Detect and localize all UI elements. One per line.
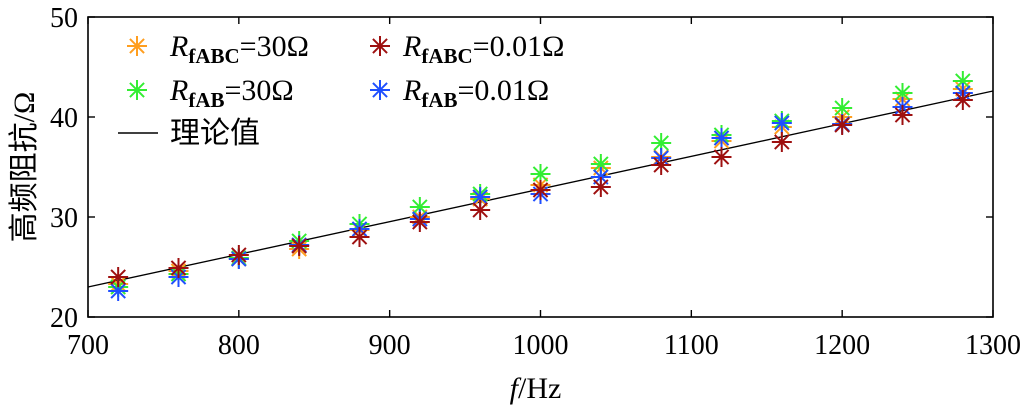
y-axis-title: 高频阻抗/Ω: [8, 92, 41, 243]
x-tick-label: 1200: [814, 330, 870, 361]
y-tick-label: 50: [50, 3, 78, 34]
x-tick-label: 700: [67, 330, 109, 361]
data-point: [168, 258, 189, 278]
data-point: [228, 245, 249, 265]
data-point: [711, 128, 732, 148]
legend-marker: [370, 36, 390, 56]
axes: 700 800 900 1000 1100 1200 1300 20 30 40 50 f/Hz 高频阻…: [8, 3, 1021, 405]
data-point: [711, 147, 732, 167]
x-tick-label: 1100: [664, 330, 719, 361]
data-point: [409, 212, 430, 232]
data-point: [108, 281, 129, 301]
data-point: [771, 113, 792, 133]
x-tick-label: 1000: [513, 330, 569, 361]
x-axis-title: f/Hz: [510, 372, 562, 405]
data-point: [349, 227, 370, 247]
data-point: [470, 200, 491, 220]
data-point: [651, 155, 672, 175]
legend: RfABC=30Ω RfABC=0.01Ω RfAB=30Ω RfAB=0.01Ω 理论…: [118, 30, 564, 150]
legend-item: RfAB=30Ω: [127, 74, 294, 112]
legend-marker: [370, 80, 390, 100]
data-point: [289, 236, 310, 256]
series-2: [108, 90, 973, 287]
legend-item: RfABC=0.01Ω: [370, 30, 564, 68]
legend-label: RfABC=30Ω: [169, 30, 309, 68]
data-point: [590, 177, 611, 197]
data-point: [108, 267, 129, 287]
data-point: [892, 105, 913, 125]
data-point: [771, 132, 792, 152]
y-tick-label: 40: [50, 103, 78, 134]
data-point: [952, 90, 973, 110]
legend-marker: [127, 80, 147, 100]
legend-marker: [127, 36, 147, 56]
data-point: [530, 180, 551, 200]
legend-label: 理论值: [170, 117, 260, 150]
data-point: [832, 115, 853, 135]
x-tick-label: 800: [218, 330, 260, 361]
legend-item: RfABC=30Ω: [127, 30, 309, 68]
x-tick-label: 1300: [965, 330, 1021, 361]
legend-item: RfAB=0.01Ω: [370, 74, 549, 112]
y-tick-label: 30: [50, 203, 78, 234]
legend-label: RfABC=0.01Ω: [402, 30, 564, 68]
x-tick-label: 900: [369, 330, 411, 361]
y-tick-label: 20: [50, 303, 78, 334]
legend-item-theory: 理论值: [118, 117, 260, 150]
legend-label: RfAB=30Ω: [169, 74, 294, 112]
plot-area: [87, 71, 994, 301]
legend-label: RfAB=0.01Ω: [402, 74, 549, 112]
